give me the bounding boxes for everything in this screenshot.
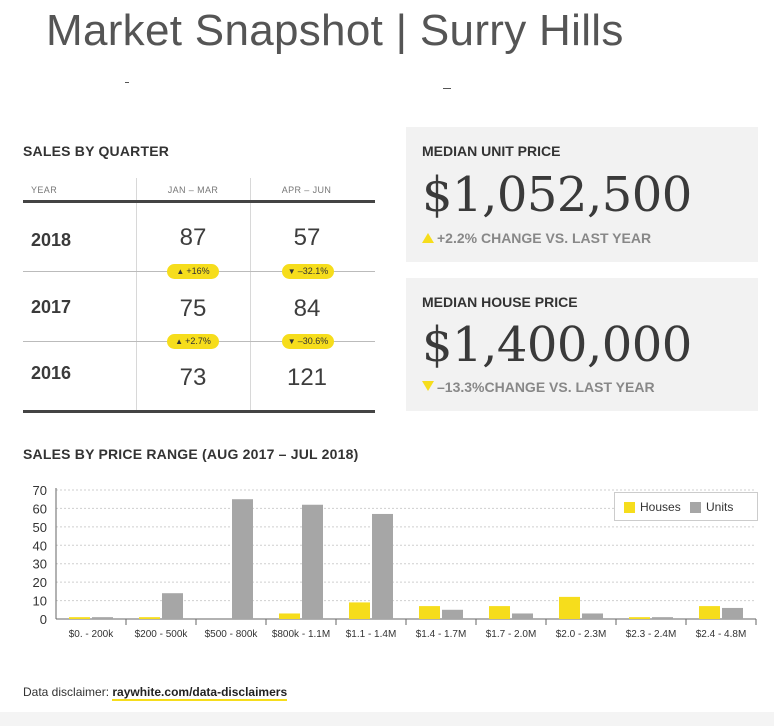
chart-legend: Houses Units: [614, 492, 758, 521]
change-badge-label: +2.7%: [185, 336, 211, 346]
legend-swatch-houses: [624, 502, 635, 513]
triangle-up-icon: ▲: [176, 267, 185, 276]
triangle-up-icon: ▲: [175, 337, 184, 346]
disclaimer-link[interactable]: raywhite.com/data-disclaimers: [112, 685, 288, 701]
disclaimer-label: Data disclaimer:: [23, 685, 113, 699]
bar-units: [92, 617, 113, 619]
bar-units: [512, 613, 533, 619]
row-year-2016: 2016: [31, 363, 72, 383]
bar-units: [162, 593, 183, 619]
x-tick-label: $200 - 500k: [135, 629, 189, 640]
row-year-2018: 2018: [31, 230, 72, 250]
bar-houses: [349, 602, 370, 619]
decorative-mark: [443, 88, 451, 89]
column-divider: [250, 178, 251, 410]
x-tick-label: $800k - 1.1M: [272, 629, 330, 640]
y-tick-label: 70: [33, 483, 47, 498]
column-header-apr-jun: APR – JUN: [281, 185, 332, 195]
y-tick-label: 50: [33, 520, 47, 535]
change-badge: ▲ +16%: [167, 264, 219, 279]
column-header-year: YEAR: [31, 185, 58, 195]
bar-units: [582, 613, 603, 619]
column-header-jan-mar: JAN – MAR: [167, 185, 219, 195]
median-unit-price-value: $1,052,500: [422, 167, 692, 223]
x-tick-label: $2.0 - 2.3M: [556, 629, 607, 640]
cell-2017-apr-jun: 84: [293, 295, 321, 322]
bar-houses: [69, 617, 90, 619]
legend-label-units: Units: [706, 500, 734, 514]
page-footer-band: [0, 712, 774, 726]
median-unit-price-change: +2.2% CHANGE VS. LAST YEAR: [422, 230, 651, 246]
y-tick-label: 60: [33, 501, 47, 516]
y-tick-label: 0: [40, 612, 47, 627]
x-tick-label: $2.4 - 4.8M: [696, 629, 747, 640]
change-badge: ▼ –30.6%: [282, 334, 334, 349]
triangle-down-icon: ▼: [287, 337, 296, 346]
cell-2017-jan-mar: 75: [179, 295, 207, 322]
median-unit-price-label: MEDIAN UNIT PRICE: [422, 143, 561, 159]
bar-units: [722, 607, 743, 619]
bar-units: [442, 609, 463, 619]
median-house-price-value: $1,400,000: [422, 317, 692, 373]
median-unit-price-card: MEDIAN UNIT PRICE $1,052,500 +2.2% CHANG…: [406, 127, 758, 262]
sales-by-price-range-chart: 0 10 20 30 40 50 60 70 $0. - 200k $200 - 500k $500…: [33, 483, 757, 640]
data-disclaimer: Data disclaimer: raywhite.com/data-discl…: [23, 685, 288, 701]
page-title: Market Snapshot | Surry Hills: [46, 6, 624, 55]
cell-2018-jan-mar: 87: [179, 224, 207, 251]
bar-houses: [559, 596, 580, 619]
cell-2018-apr-jun: 57: [293, 224, 321, 251]
median-house-price-change-text: –13.3%CHANGE VS. LAST YEAR: [437, 379, 655, 395]
legend-swatch-units: [690, 502, 701, 513]
bar-units: [652, 617, 673, 619]
x-tick-label: $0. - 200k: [69, 629, 114, 640]
bar-houses: [489, 606, 510, 619]
decorative-mark: [125, 82, 129, 83]
cell-2016-apr-jun: 121: [286, 364, 328, 391]
bar-units: [232, 499, 253, 619]
y-tick-label: 30: [33, 557, 47, 572]
triangle-down-icon: [422, 381, 434, 391]
triangle-up-icon: [422, 233, 434, 243]
triangle-down-icon: ▼: [287, 267, 296, 276]
change-badge: ▼ –32.1%: [282, 264, 334, 279]
bar-units: [372, 513, 393, 619]
table-bottom-rule: [23, 410, 375, 413]
x-tick-label: $2.3 - 2.4M: [626, 629, 677, 640]
bar-units: [302, 504, 323, 619]
bar-houses: [279, 613, 300, 619]
row-year-2017: 2017: [31, 297, 72, 317]
median-house-price-change: –13.3%CHANGE VS. LAST YEAR: [422, 379, 655, 395]
x-tick-label: $500 - 800k: [205, 629, 259, 640]
bar-houses: [419, 606, 440, 619]
median-house-price-label: MEDIAN HOUSE PRICE: [422, 294, 578, 310]
y-tick-label: 40: [33, 538, 47, 553]
chart-title: SALES BY PRICE RANGE (AUG 2017 – JUL 201…: [23, 446, 359, 462]
x-tick-label: $1.1 - 1.4M: [346, 629, 397, 640]
legend-label-houses: Houses: [640, 500, 681, 514]
y-tick-label: 20: [33, 575, 47, 590]
bar-houses: [139, 617, 160, 619]
cell-2016-jan-mar: 73: [179, 364, 207, 391]
change-badge-label: +16%: [186, 266, 210, 276]
change-badge-label: –30.6%: [297, 336, 329, 346]
x-tick-label: $1.4 - 1.7M: [416, 629, 467, 640]
median-unit-price-change-text: +2.2% CHANGE VS. LAST YEAR: [437, 230, 652, 246]
y-tick-label: 10: [33, 594, 47, 609]
bar-houses: [629, 617, 650, 619]
sales-by-quarter-table: YEAR JAN – MAR APR – JUN 2018 87 57 2017…: [23, 178, 375, 414]
sales-by-quarter-title: SALES BY QUARTER: [23, 143, 170, 159]
change-badge: ▲ +2.7%: [167, 334, 219, 349]
bar-houses: [699, 606, 720, 619]
change-badge-label: –32.1%: [297, 266, 329, 276]
median-house-price-card: MEDIAN HOUSE PRICE $1,400,000 –13.3%CHAN…: [406, 278, 758, 411]
table-top-rule: [23, 200, 375, 203]
column-divider: [136, 178, 137, 410]
x-tick-label: $1.7 - 2.0M: [486, 629, 537, 640]
